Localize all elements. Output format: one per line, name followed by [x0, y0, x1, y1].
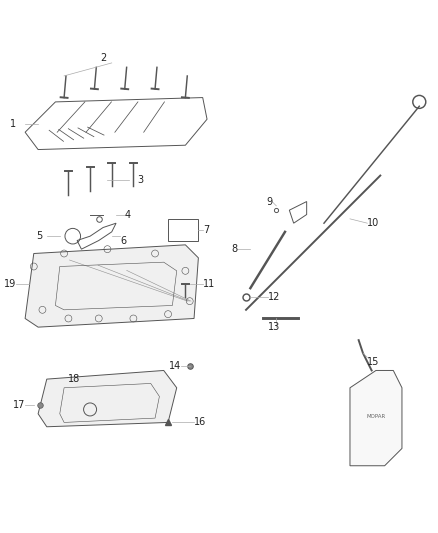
Text: 4: 4: [125, 209, 131, 220]
Text: 5: 5: [36, 231, 42, 241]
Text: 18: 18: [68, 374, 81, 384]
Polygon shape: [350, 370, 402, 466]
Text: 10: 10: [367, 218, 380, 228]
Text: 2: 2: [100, 53, 106, 63]
Text: 15: 15: [367, 357, 380, 367]
Text: 19: 19: [4, 279, 17, 289]
Polygon shape: [25, 245, 198, 327]
Text: 8: 8: [231, 244, 237, 254]
Text: 1: 1: [11, 118, 17, 128]
Text: 17: 17: [13, 400, 25, 410]
Text: 13: 13: [268, 322, 280, 332]
Text: 6: 6: [120, 236, 127, 246]
Text: 11: 11: [203, 279, 215, 289]
Text: 12: 12: [268, 292, 280, 302]
Text: 14: 14: [169, 361, 181, 371]
Text: 9: 9: [266, 197, 272, 206]
Text: 3: 3: [138, 175, 144, 185]
Polygon shape: [38, 370, 177, 427]
Text: MOPAR: MOPAR: [366, 414, 385, 419]
Text: 16: 16: [194, 417, 206, 427]
Text: 7: 7: [203, 225, 209, 235]
